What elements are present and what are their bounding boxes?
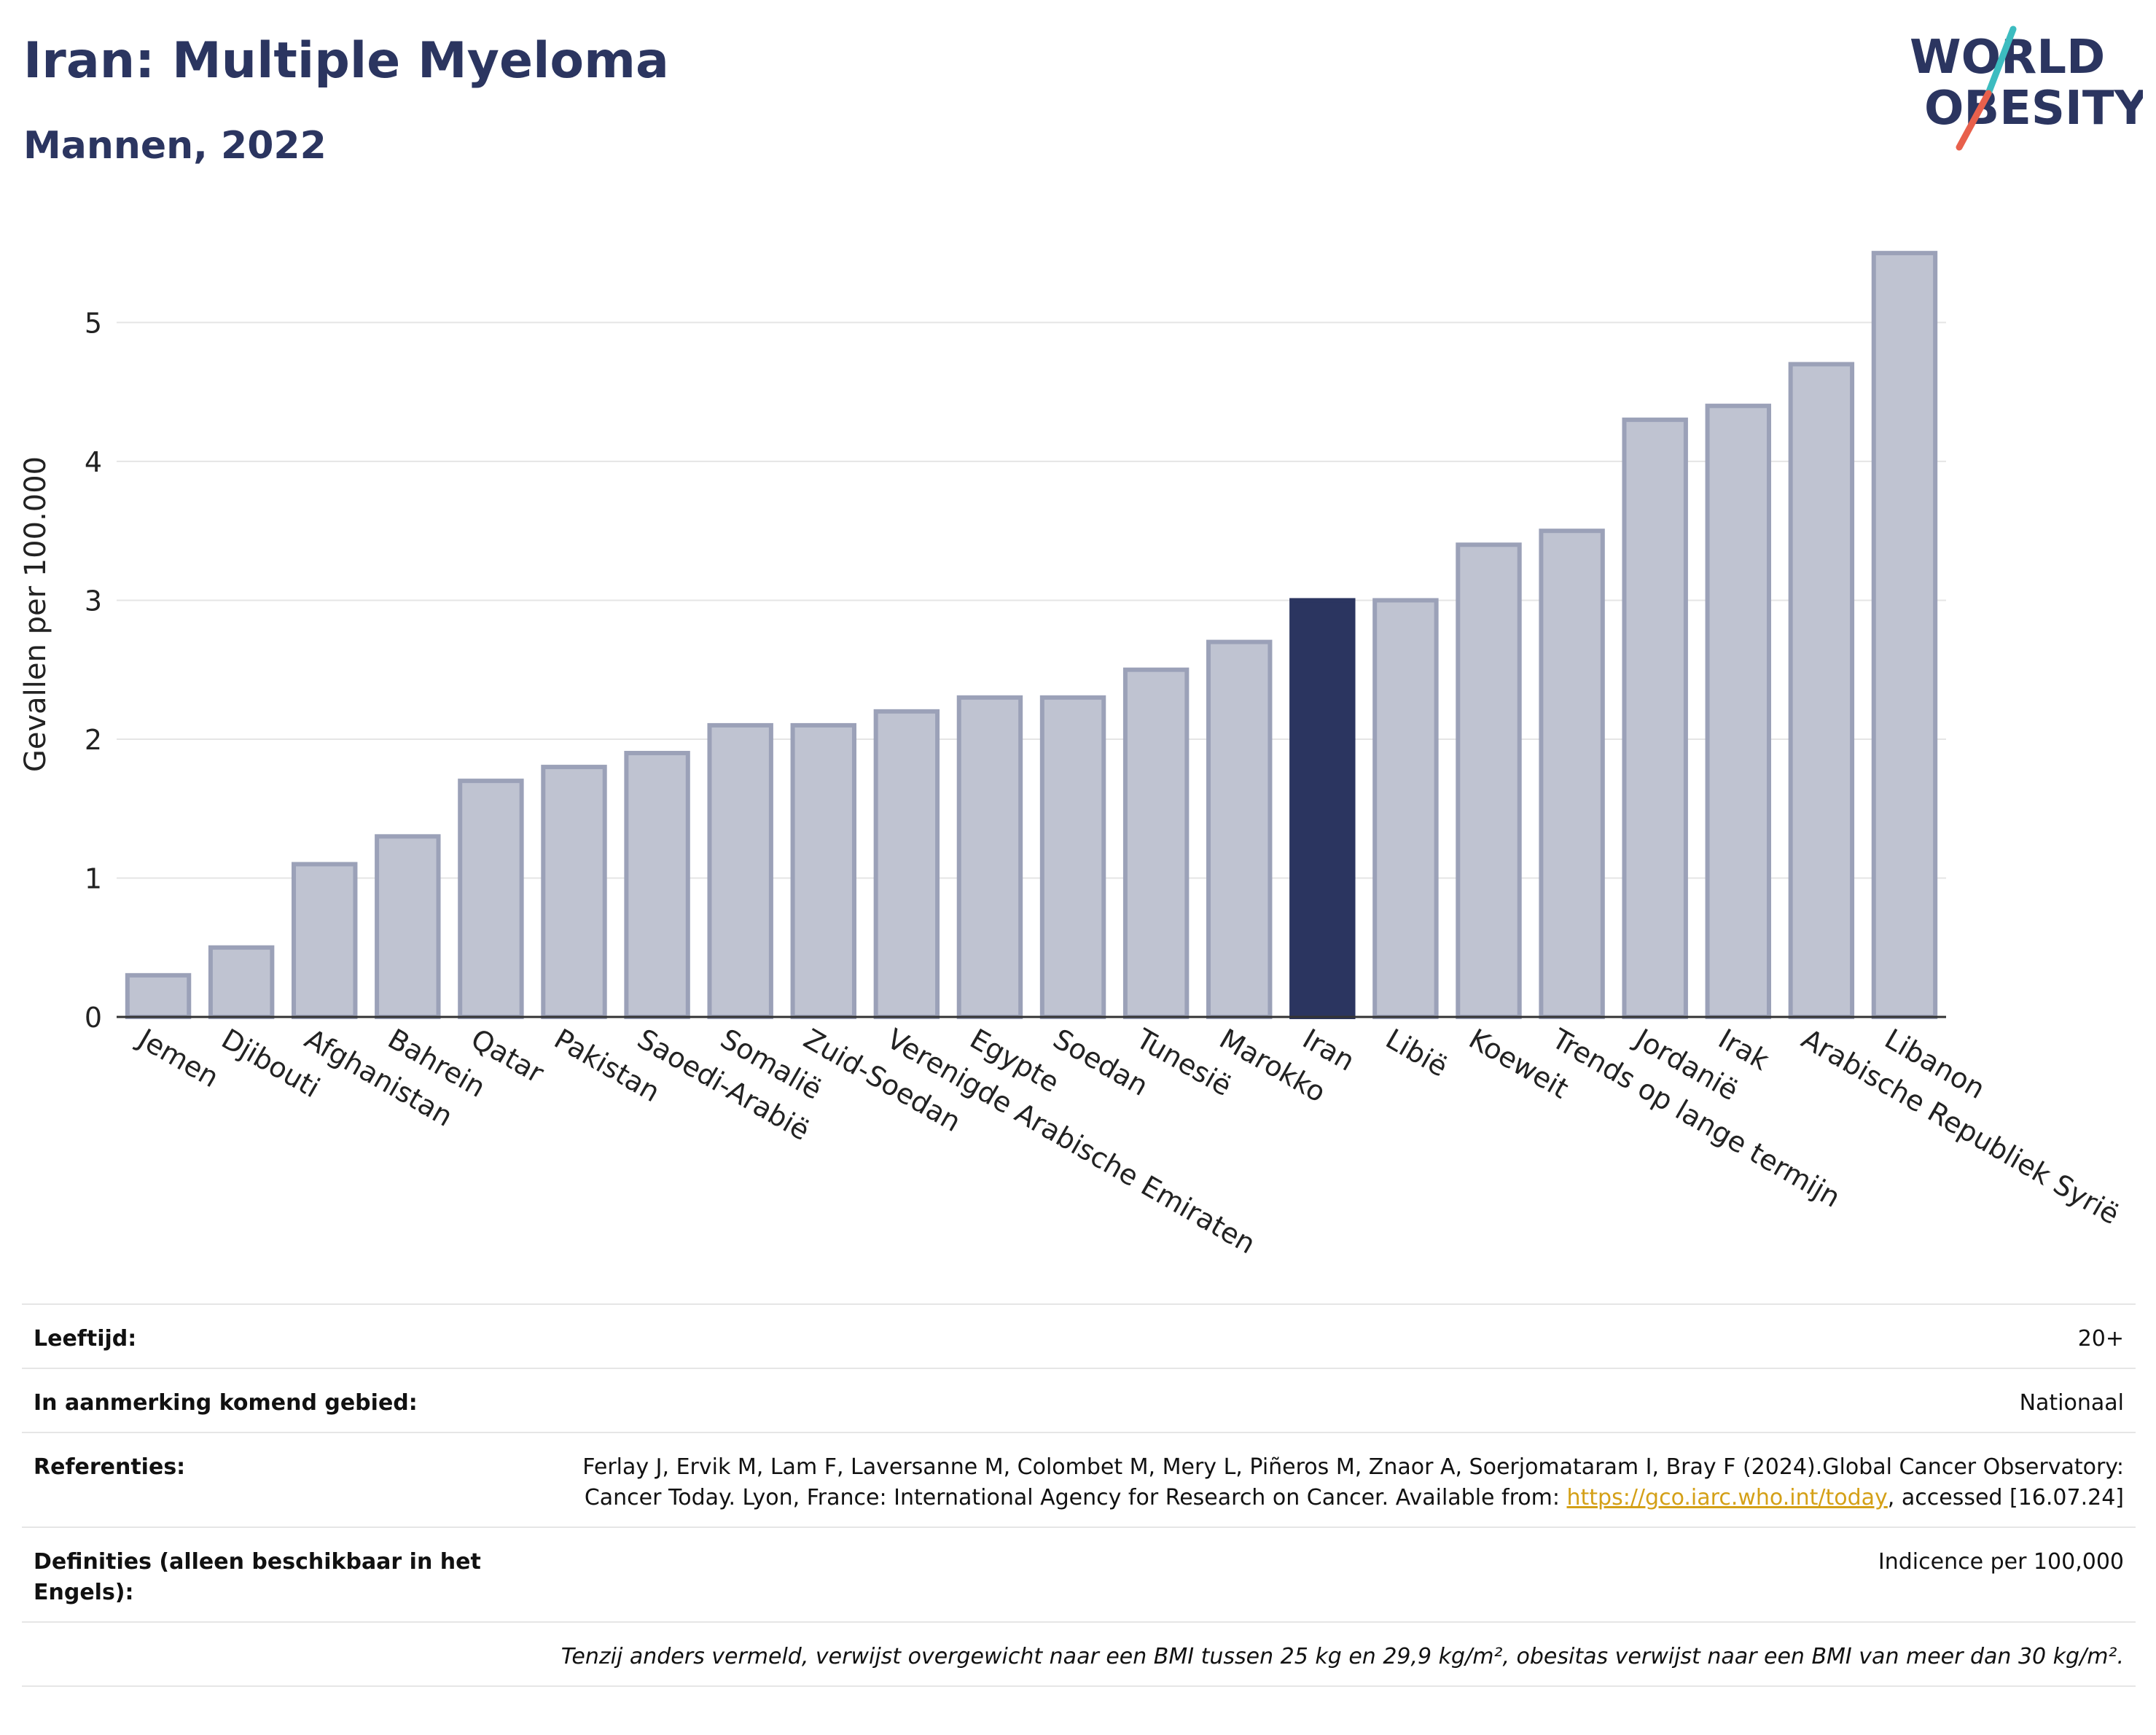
chart-title: Iran: Multiple Myeloma xyxy=(23,32,669,90)
info-row-note: Tenzij anders vermeld, verwijst overgewi… xyxy=(22,1621,2136,1687)
bar-qatar xyxy=(458,779,524,1019)
info-value: Indicence per 100,000 xyxy=(1878,1549,2124,1575)
info-label: Referenties: xyxy=(34,1454,186,1480)
y-axis-ticks: 0 1 2 3 4 5 xyxy=(85,307,102,1034)
chart-subtitle: Mannen, 2022 xyxy=(23,124,327,168)
info-value: Nationaal xyxy=(2019,1390,2124,1416)
bar-trends-op-lange-termijn xyxy=(1539,529,1605,1020)
bar-soedan xyxy=(1039,695,1106,1020)
info-table: Leeftijd: 20+ In aanmerking komend gebie… xyxy=(22,1303,2136,1687)
y-tick-label: 3 xyxy=(85,585,102,617)
bar-afghanistan xyxy=(292,862,358,1019)
y-axis-title: Gevallen per 100.000 xyxy=(19,456,52,772)
x-tick-label: Tunesië xyxy=(1130,1022,1237,1102)
bar-pakistan xyxy=(541,765,607,1019)
info-value: 20+ xyxy=(2077,1326,2124,1352)
info-row-definitions: Definities (alleen beschikbaar in het En… xyxy=(22,1527,2136,1621)
bars xyxy=(125,251,1938,1020)
bar-marokko xyxy=(1206,639,1273,1019)
reference-text: Ferlay J, Ervik M, Lam F, Laversanne M, … xyxy=(582,1454,2124,1510)
bar-koeweit xyxy=(1456,542,1522,1019)
bar-bahrein xyxy=(375,834,441,1019)
y-tick-label: 1 xyxy=(85,862,102,894)
logo-slash-coral xyxy=(1956,90,1992,151)
bar-egypte xyxy=(956,695,1023,1020)
world-obesity-logo: WORLD OBESITY xyxy=(1910,26,2143,151)
bar-jordani- xyxy=(1622,417,1688,1019)
y-tick-label: 4 xyxy=(85,446,102,478)
logo-slash-teal xyxy=(1985,26,2017,97)
bar-tunesi- xyxy=(1122,667,1190,1019)
bar-somali- xyxy=(707,722,773,1020)
bar-chart: 0 1 2 3 4 5 JemenDjiboutiAfghanistanBahreinQa… xyxy=(19,251,2125,1260)
bar-zuid-soedan xyxy=(790,722,856,1020)
info-label: Definities (alleen beschikbaar in het En… xyxy=(34,1549,481,1605)
bar-arabische-republiek-syri- xyxy=(1788,362,1855,1019)
x-tick-label: Soedan xyxy=(1048,1023,1154,1102)
info-row-references: Referenties: Ferlay J, Ervik M, Lam F, L… xyxy=(22,1432,2136,1527)
reference-link[interactable]: https://gco.iarc.who.int/today xyxy=(1566,1485,1888,1510)
bar-irak xyxy=(1705,403,1771,1020)
bar-libi- xyxy=(1372,598,1439,1019)
logo-text-obesity: OBESITY xyxy=(1924,82,2143,136)
x-tick-label: Libië xyxy=(1380,1023,1453,1083)
bar-iran xyxy=(1289,598,1356,1019)
bar-libanon xyxy=(1871,251,1938,1020)
footnote: Tenzij anders vermeld, verwijst overgewi… xyxy=(561,1644,2124,1669)
y-tick-label: 5 xyxy=(85,307,102,339)
info-label: In aanmerking komend gebied: xyxy=(34,1390,418,1416)
info-value: Ferlay J, Ervik M, Lam F, Laversanne M, … xyxy=(520,1452,2124,1513)
info-row-area: In aanmerking komend gebied: Nationaal xyxy=(22,1368,2136,1432)
reference-accessed: , accessed [16.07.24] xyxy=(1887,1485,2124,1510)
bar-saoedi-arabi- xyxy=(624,751,690,1019)
y-tick-label: 2 xyxy=(85,724,102,756)
info-row-age: Leeftijd: 20+ xyxy=(22,1303,2136,1368)
bar-djibouti xyxy=(208,945,275,1019)
bar-jemen xyxy=(125,972,192,1020)
y-tick-label: 0 xyxy=(85,1002,102,1034)
bar-verenigde-arabische-emiraten xyxy=(873,709,940,1019)
x-tick-label: Jemen xyxy=(132,1022,224,1094)
info-label: Leeftijd: xyxy=(34,1326,137,1352)
x-tick-label: Arabische Republiek Syrië xyxy=(1796,1023,2125,1231)
